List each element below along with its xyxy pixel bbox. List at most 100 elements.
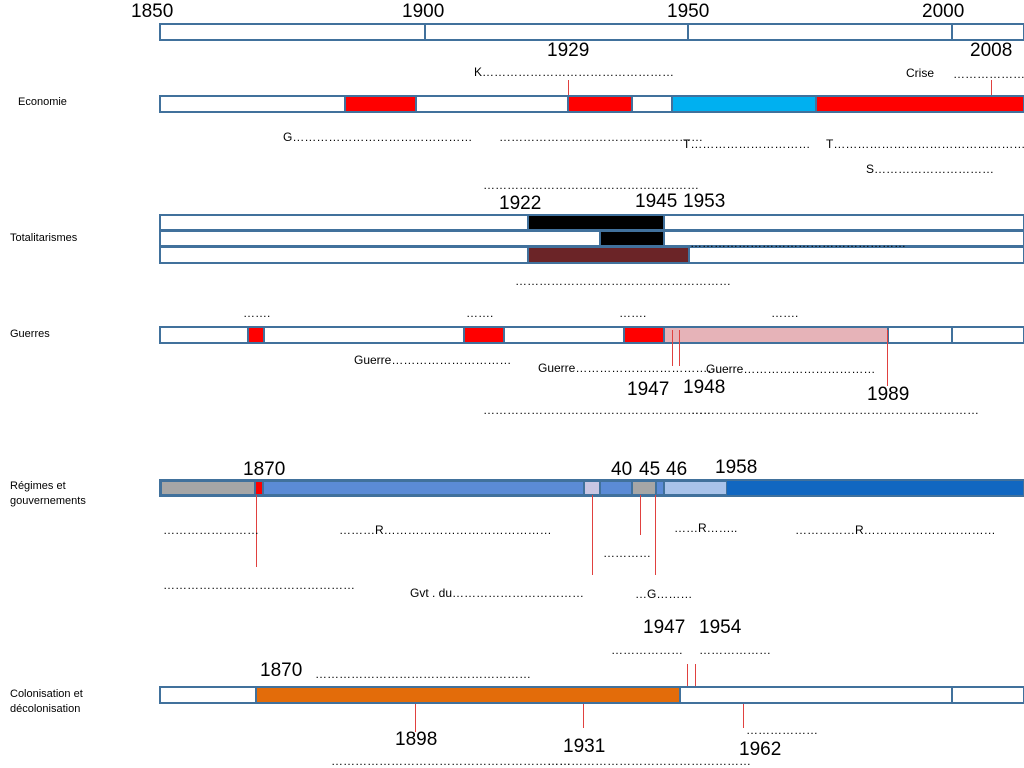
tick-1936	[592, 495, 593, 575]
colonisation-seg-empire	[255, 686, 681, 704]
economie-g-blank: G………………………………………	[283, 130, 473, 144]
economie-mid-blank: ……………………………………………	[499, 130, 703, 144]
economie-t2-blank: T……………………………………………	[826, 137, 1024, 151]
colonisation-divider	[951, 686, 953, 704]
row-label-colonisation: Colonisation et décolonisation	[10, 687, 115, 717]
regimes-seg-gpr	[656, 481, 664, 495]
year-46: 46	[666, 459, 688, 480]
guerres-top-blank-2: …….	[466, 306, 494, 320]
guerres-guerre-blank-2: Guerre………………………………	[538, 361, 720, 375]
tick-2008	[991, 80, 992, 96]
totalitarismes-seg-fascisme	[527, 214, 665, 231]
year-1947: 1947	[627, 379, 670, 400]
guerres-guerre-blank-1: Guerre…………………………	[354, 353, 512, 367]
tick-1947-colonisation	[687, 664, 688, 688]
regimes-g-blank: …G………	[635, 587, 693, 601]
axis-bar	[159, 23, 1024, 41]
regimes-seg-commune	[255, 481, 263, 495]
guerres-seg-guerre-froide	[663, 326, 889, 344]
guerres-top-blank-3: …….	[619, 306, 647, 320]
regimes-blank-2: …………	[603, 546, 651, 560]
year-1954: 1954	[699, 617, 742, 638]
year-1947-colonisation: 1947	[643, 617, 686, 638]
year-1929: 1929	[547, 40, 590, 61]
guerres-top-blank-4: …….	[771, 306, 799, 320]
guerres-seg-1939	[623, 326, 665, 344]
guerres-divider	[951, 326, 953, 344]
colonisation-blank-1962: ………………	[746, 723, 818, 737]
row-label-totalitarismes: Totalitarismes	[10, 232, 78, 244]
year-1870-colonisation: 1870	[260, 660, 303, 681]
regimes-r-blank-1: ………R……………………………………	[339, 523, 552, 537]
tick-1962	[743, 704, 744, 728]
regimes-gvt-blank: Gvt . du……………………………	[410, 586, 585, 600]
guerres-seg-1870	[247, 326, 265, 344]
year-45: 45	[639, 459, 661, 480]
economie-seg-1873	[344, 95, 417, 113]
year-1958: 1958	[715, 457, 758, 478]
year-2008: 2008	[970, 40, 1013, 61]
guerres-seg-1914	[463, 326, 505, 344]
year-1870-regimes: 1870	[243, 459, 286, 480]
economie-crise-label: Crise	[906, 66, 935, 80]
row-label-economie: Economie	[18, 96, 67, 108]
economie-crise-blank: ………………	[953, 67, 1024, 81]
guerres-top-blank-1: …….	[243, 306, 271, 320]
regimes-seg-fourth-republic	[664, 481, 727, 495]
year-1962: 1962	[739, 739, 782, 760]
row-label-regimes-text: Régimes et gouvernements	[10, 480, 86, 507]
axis-year-2000: 2000	[922, 1, 965, 22]
year-1898: 1898	[395, 729, 438, 750]
guerres-guerre-blank-3: Guerre……………………………	[706, 362, 876, 376]
year-1948: 1948	[683, 377, 726, 398]
regimes-seg-front-populaire	[584, 481, 600, 495]
economie-t1-blank: T…………………………	[683, 137, 811, 151]
economie-k-blank: K…………………………………………	[474, 65, 675, 79]
year-1953: 1953	[683, 191, 726, 212]
regimes-seg-vichy	[632, 481, 656, 495]
axis-year-1950: 1950	[667, 1, 710, 22]
colonisation-blank-1954: ………………	[699, 643, 771, 657]
tick-1870-regimes	[256, 495, 257, 567]
economie-seg-1929	[567, 95, 633, 113]
axis-divider-1900	[424, 23, 426, 41]
axis-divider-1950	[687, 23, 689, 41]
row-label-colonisation-text: Colonisation et décolonisation	[10, 688, 83, 715]
axis-year-1850: 1850	[131, 1, 174, 22]
tick-1954	[695, 664, 696, 688]
regimes-r-blank-2: ……R……..	[674, 521, 738, 535]
tick-1940	[640, 495, 641, 535]
regimes-seg-end-third-republic	[600, 481, 632, 495]
colonisation-top-blank: ………………………………………………	[315, 667, 531, 681]
guerres-below-blank-2: ………………………………………………………………	[691, 403, 979, 417]
economie-seg-crise	[815, 95, 1024, 113]
tick-1929	[568, 80, 569, 96]
year-1922: 1922	[499, 193, 542, 214]
tick-1947	[672, 330, 673, 366]
colonisation-below-blank-1: ……………………………………………………	[331, 754, 571, 768]
economie-s-blank: S…………………………	[866, 162, 995, 176]
guerres-below-blank-1: …………………………………………………	[483, 403, 711, 417]
year-1989: 1989	[867, 384, 910, 405]
year-1931: 1931	[563, 736, 606, 757]
totalitarismes-below-blank: ………………………………………………	[515, 274, 731, 288]
tick-1989	[887, 330, 888, 386]
tick-1948	[679, 330, 680, 366]
regimes-seg-second-empire	[161, 481, 255, 495]
guerres-bar	[159, 326, 1024, 344]
tick-1898	[415, 704, 416, 732]
regimes-seg-third-republic	[263, 481, 584, 495]
economie-below-blank: ………………………………………………	[483, 178, 699, 192]
year-1945: 1945	[635, 191, 678, 212]
colonisation-blank-1947: ………………	[611, 643, 683, 657]
axis-divider-2000	[951, 23, 953, 41]
regimes-blank-1: ……………………	[163, 523, 259, 537]
year-40: 40	[611, 459, 633, 480]
regimes-blank-3: …………………………………………	[163, 578, 355, 592]
row-label-regimes: Régimes et gouvernements	[10, 479, 115, 509]
axis-year-1900: 1900	[402, 1, 445, 22]
regimes-r-blank-3: ……………R……………………………	[795, 523, 996, 537]
row-label-guerres: Guerres	[10, 328, 50, 340]
colonisation-below-blank-2: ……………………………………………	[547, 754, 751, 768]
economie-seg-trente-glorieuses	[671, 95, 817, 113]
